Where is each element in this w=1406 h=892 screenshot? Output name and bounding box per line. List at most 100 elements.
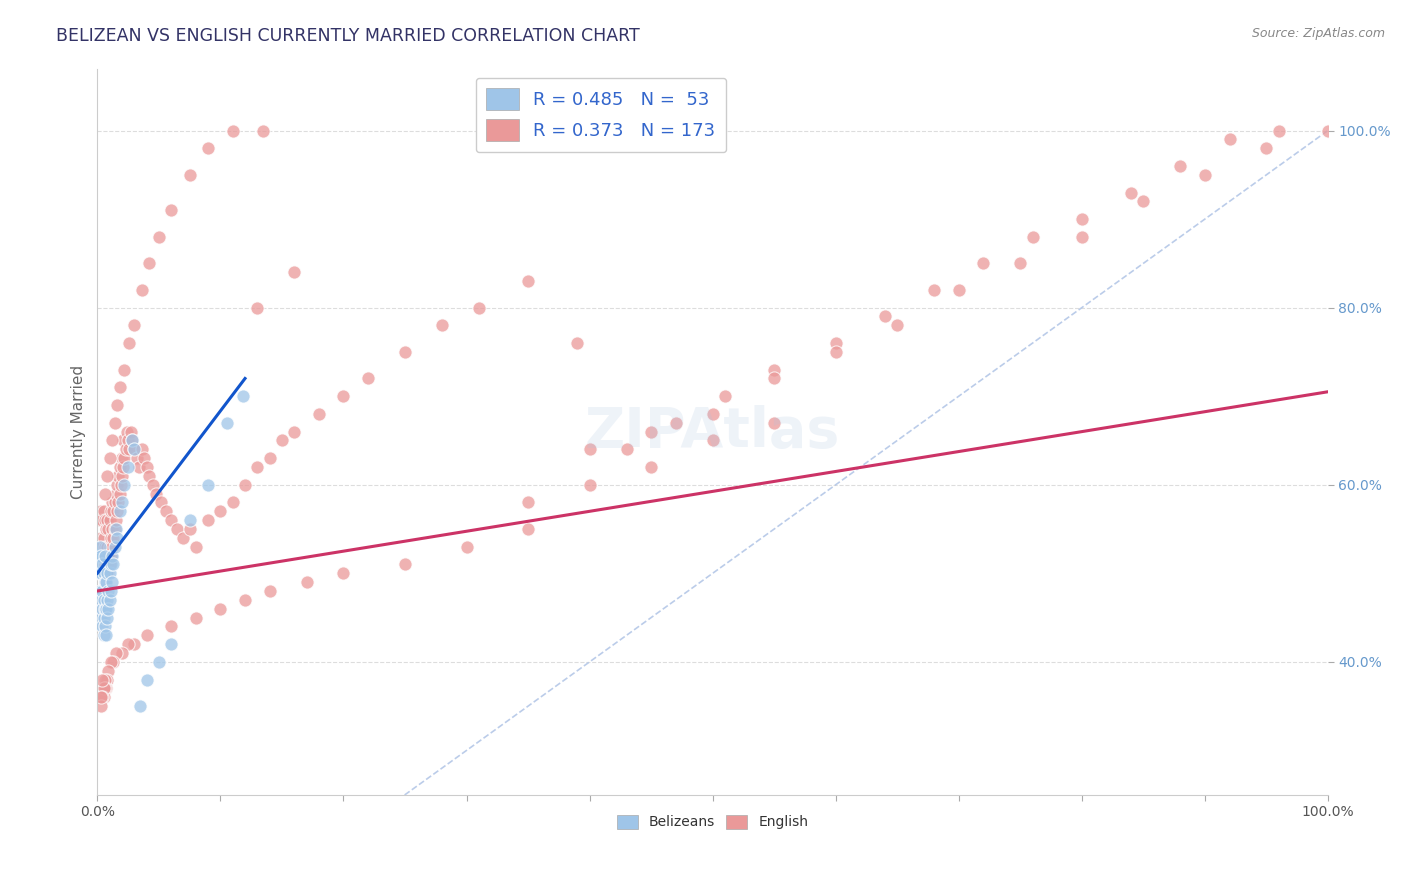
Point — [394, 558, 416, 572]
Point — [283, 425, 305, 439]
Point — [107, 469, 129, 483]
Point — [120, 425, 142, 439]
Point — [122, 318, 145, 333]
Point — [90, 699, 112, 714]
Point — [90, 531, 112, 545]
Point — [111, 451, 134, 466]
Point — [101, 549, 124, 563]
Point — [283, 265, 305, 279]
Point — [93, 601, 115, 615]
Point — [90, 690, 112, 705]
Point — [93, 681, 115, 696]
Point — [125, 451, 148, 466]
Point — [197, 477, 219, 491]
Point — [91, 601, 114, 615]
Point — [246, 460, 269, 475]
Point — [112, 477, 135, 491]
Point — [93, 531, 115, 545]
Point — [714, 389, 737, 403]
Point — [148, 229, 170, 244]
Point — [252, 123, 274, 137]
Point — [101, 434, 124, 448]
Point — [129, 699, 152, 714]
Point — [145, 486, 167, 500]
Point — [1119, 186, 1142, 200]
Point — [103, 416, 125, 430]
Point — [89, 513, 111, 527]
Point — [97, 549, 120, 563]
Point — [128, 460, 150, 475]
Point — [517, 274, 540, 288]
Point — [640, 460, 662, 475]
Point — [112, 460, 135, 475]
Point — [121, 434, 143, 448]
Point — [91, 540, 114, 554]
Point — [117, 460, 139, 475]
Point — [117, 434, 139, 448]
Point — [97, 584, 120, 599]
Point — [578, 477, 600, 491]
Point — [122, 442, 145, 457]
Point — [1316, 123, 1339, 137]
Point — [103, 655, 125, 669]
Point — [93, 575, 115, 590]
Point — [101, 575, 124, 590]
Text: BELIZEAN VS ENGLISH CURRENTLY MARRIED CORRELATION CHART: BELIZEAN VS ENGLISH CURRENTLY MARRIED CO… — [56, 27, 640, 45]
Point — [517, 495, 540, 509]
Point — [155, 504, 177, 518]
Point — [148, 655, 170, 669]
Point — [103, 495, 125, 509]
Point — [122, 637, 145, 651]
Point — [98, 593, 121, 607]
Point — [93, 486, 115, 500]
Point — [94, 575, 117, 590]
Point — [246, 301, 269, 315]
Point — [111, 469, 134, 483]
Point — [108, 504, 131, 518]
Point — [93, 504, 115, 518]
Point — [308, 407, 330, 421]
Point — [93, 549, 115, 563]
Point — [90, 504, 112, 518]
Point — [93, 673, 115, 687]
Point — [103, 531, 125, 545]
Point — [1256, 141, 1278, 155]
Point — [100, 558, 122, 572]
Point — [702, 407, 724, 421]
Point — [222, 123, 245, 137]
Point — [824, 336, 846, 351]
Point — [103, 558, 125, 572]
Point — [101, 495, 124, 509]
Point — [456, 540, 478, 554]
Point — [578, 442, 600, 457]
Point — [166, 522, 188, 536]
Point — [138, 469, 160, 483]
Point — [98, 540, 121, 554]
Point — [160, 203, 183, 218]
Point — [232, 389, 254, 403]
Point — [96, 610, 118, 624]
Point — [138, 256, 160, 270]
Point — [100, 584, 122, 599]
Point — [90, 593, 112, 607]
Point — [233, 477, 256, 491]
Point — [94, 628, 117, 642]
Point — [215, 416, 238, 430]
Point — [100, 504, 122, 518]
Text: Source: ZipAtlas.com: Source: ZipAtlas.com — [1251, 27, 1385, 40]
Point — [222, 495, 245, 509]
Point — [1070, 212, 1092, 227]
Point — [115, 425, 138, 439]
Point — [972, 256, 994, 270]
Point — [98, 513, 121, 527]
Point — [94, 522, 117, 536]
Point — [105, 504, 128, 518]
Point — [90, 549, 112, 563]
Point — [89, 584, 111, 599]
Point — [117, 637, 139, 651]
Point — [87, 549, 110, 563]
Point — [184, 540, 207, 554]
Point — [94, 549, 117, 563]
Point — [97, 566, 120, 581]
Legend: Belizeans, English: Belizeans, English — [612, 809, 814, 835]
